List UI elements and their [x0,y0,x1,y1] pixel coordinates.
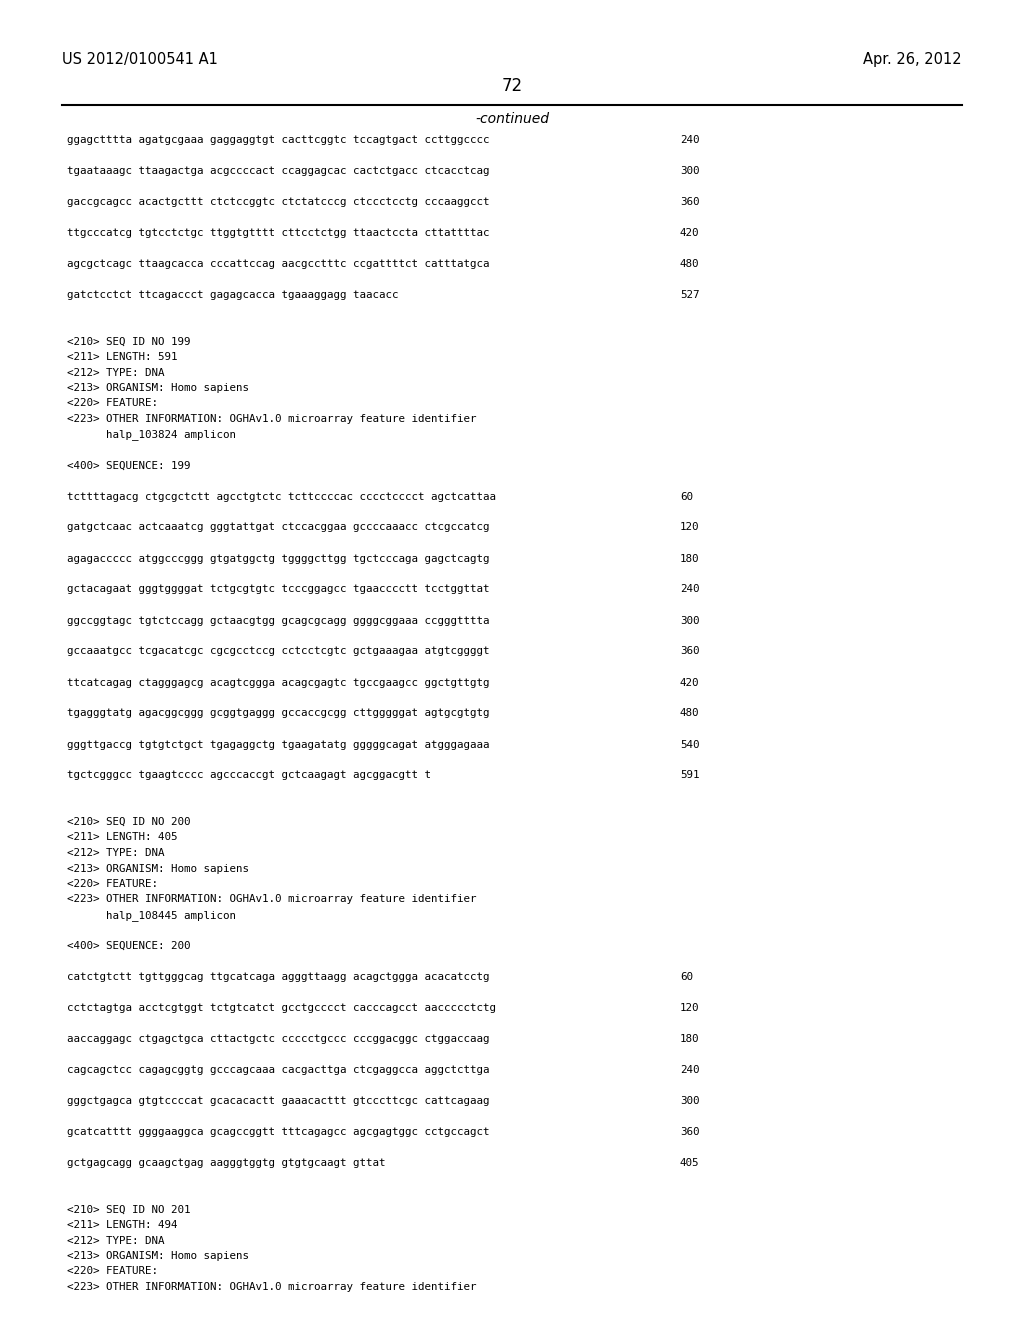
Text: 360: 360 [680,197,699,207]
Text: 540: 540 [680,739,699,750]
Text: <400> SEQUENCE: 199: <400> SEQUENCE: 199 [67,461,190,470]
Text: 405: 405 [680,1158,699,1168]
Text: <220> FEATURE:: <220> FEATURE: [67,879,158,888]
Text: <212> TYPE: DNA: <212> TYPE: DNA [67,847,165,858]
Text: US 2012/0100541 A1: US 2012/0100541 A1 [62,51,218,67]
Text: gggttgaccg tgtgtctgct tgagaggctg tgaagatatg gggggcagat atgggagaaa: gggttgaccg tgtgtctgct tgagaggctg tgaagat… [67,739,489,750]
Text: 180: 180 [680,553,699,564]
Text: <211> LENGTH: 405: <211> LENGTH: 405 [67,833,177,842]
Text: agcgctcagc ttaagcacca cccattccag aacgcctttc ccgattttct catttatgca: agcgctcagc ttaagcacca cccattccag aacgcct… [67,259,489,269]
Text: <210> SEQ ID NO 200: <210> SEQ ID NO 200 [67,817,190,828]
Text: 360: 360 [680,1127,699,1137]
Text: 480: 480 [680,259,699,269]
Text: <213> ORGANISM: Homo sapiens: <213> ORGANISM: Homo sapiens [67,383,249,393]
Text: <400> SEQUENCE: 200: <400> SEQUENCE: 200 [67,941,190,950]
Text: halp_103824 amplicon: halp_103824 amplicon [67,429,236,441]
Text: 180: 180 [680,1034,699,1044]
Text: -continued: -continued [475,112,549,125]
Text: gctacagaat gggtggggat tctgcgtgtc tcccggagcc tgaacccctt tcctggttat: gctacagaat gggtggggat tctgcgtgtc tcccgga… [67,585,489,594]
Text: <220> FEATURE:: <220> FEATURE: [67,399,158,408]
Text: <223> OTHER INFORMATION: OGHAv1.0 microarray feature identifier: <223> OTHER INFORMATION: OGHAv1.0 microa… [67,414,476,424]
Text: 120: 120 [680,523,699,532]
Text: 240: 240 [680,1065,699,1074]
Text: halp_108445 amplicon: halp_108445 amplicon [67,909,236,921]
Text: tcttttagacg ctgcgctctt agcctgtctc tcttccccac cccctcccct agctcattaa: tcttttagacg ctgcgctctt agcctgtctc tcttcc… [67,491,496,502]
Text: Apr. 26, 2012: Apr. 26, 2012 [863,51,962,67]
Text: <210> SEQ ID NO 199: <210> SEQ ID NO 199 [67,337,190,346]
Text: 420: 420 [680,677,699,688]
Text: 240: 240 [680,135,699,145]
Text: 72: 72 [502,77,522,95]
Text: <211> LENGTH: 591: <211> LENGTH: 591 [67,352,177,362]
Text: gctgagcagg gcaagctgag aagggtggtg gtgtgcaagt gttat: gctgagcagg gcaagctgag aagggtggtg gtgtgca… [67,1158,385,1168]
Text: <210> SEQ ID NO 201: <210> SEQ ID NO 201 [67,1204,190,1214]
Text: 591: 591 [680,771,699,780]
Text: catctgtctt tgttgggcag ttgcatcaga agggttaagg acagctggga acacatcctg: catctgtctt tgttgggcag ttgcatcaga agggtta… [67,972,489,982]
Text: aaccaggagc ctgagctgca cttactgctc ccccctgccc cccggacggc ctggaccaag: aaccaggagc ctgagctgca cttactgctc ccccctg… [67,1034,489,1044]
Text: 420: 420 [680,228,699,238]
Text: 300: 300 [680,615,699,626]
Text: gggctgagca gtgtccccat gcacacactt gaaacacttt gtcccttcgc cattcagaag: gggctgagca gtgtccccat gcacacactt gaaacac… [67,1096,489,1106]
Text: ttcatcagag ctagggagcg acagtcggga acagcgagtc tgccgaagcc ggctgttgtg: ttcatcagag ctagggagcg acagtcggga acagcga… [67,677,489,688]
Text: tgaataaagc ttaagactga acgccccact ccaggagcac cactctgacc ctcacctcag: tgaataaagc ttaagactga acgccccact ccaggag… [67,166,489,176]
Text: 480: 480 [680,709,699,718]
Text: <213> ORGANISM: Homo sapiens: <213> ORGANISM: Homo sapiens [67,863,249,874]
Text: 360: 360 [680,647,699,656]
Text: gatctcctct ttcagaccct gagagcacca tgaaaggagg taacacc: gatctcctct ttcagaccct gagagcacca tgaaagg… [67,290,398,300]
Text: 240: 240 [680,585,699,594]
Text: gaccgcagcc acactgcttt ctctccggtc ctctatcccg ctccctcctg cccaaggcct: gaccgcagcc acactgcttt ctctccggtc ctctatc… [67,197,489,207]
Text: <223> OTHER INFORMATION: OGHAv1.0 microarray feature identifier: <223> OTHER INFORMATION: OGHAv1.0 microa… [67,1282,476,1292]
Text: cctctagtga acctcgtggt tctgtcatct gcctgcccct cacccagcct aaccccctctg: cctctagtga acctcgtggt tctgtcatct gcctgcc… [67,1003,496,1012]
Text: cagcagctcc cagagcggtg gcccagcaaa cacgacttga ctcgaggcca aggctcttga: cagcagctcc cagagcggtg gcccagcaaa cacgact… [67,1065,489,1074]
Text: <212> TYPE: DNA: <212> TYPE: DNA [67,367,165,378]
Text: ttgcccatcg tgtcctctgc ttggtgtttt cttcctctgg ttaactccta cttattttac: ttgcccatcg tgtcctctgc ttggtgtttt cttcctc… [67,228,489,238]
Text: gccaaatgcc tcgacatcgc cgcgcctccg cctcctcgtc gctgaaagaa atgtcggggt: gccaaatgcc tcgacatcgc cgcgcctccg cctcctc… [67,647,489,656]
Text: 300: 300 [680,1096,699,1106]
Text: 60: 60 [680,491,693,502]
Text: 120: 120 [680,1003,699,1012]
Text: gatgctcaac actcaaatcg gggtattgat ctccacggaa gccccaaacc ctcgccatcg: gatgctcaac actcaaatcg gggtattgat ctccacg… [67,523,489,532]
Text: <223> OTHER INFORMATION: OGHAv1.0 microarray feature identifier: <223> OTHER INFORMATION: OGHAv1.0 microa… [67,895,476,904]
Text: tgctcgggcc tgaagtcccc agcccaccgt gctcaagagt agcggacgtt t: tgctcgggcc tgaagtcccc agcccaccgt gctcaag… [67,771,431,780]
Text: ggccggtagc tgtctccagg gctaacgtgg gcagcgcagg ggggcggaaa ccgggtttta: ggccggtagc tgtctccagg gctaacgtgg gcagcgc… [67,615,489,626]
Text: <212> TYPE: DNA: <212> TYPE: DNA [67,1236,165,1246]
Text: 300: 300 [680,166,699,176]
Text: gcatcatttt ggggaaggca gcagccggtt tttcagagcc agcgagtggc cctgccagct: gcatcatttt ggggaaggca gcagccggtt tttcaga… [67,1127,489,1137]
Text: <213> ORGANISM: Homo sapiens: <213> ORGANISM: Homo sapiens [67,1251,249,1261]
Text: agagaccccc atggcccggg gtgatggctg tggggcttgg tgctcccaga gagctcagtg: agagaccccc atggcccggg gtgatggctg tggggct… [67,553,489,564]
Text: <211> LENGTH: 494: <211> LENGTH: 494 [67,1220,177,1230]
Text: 60: 60 [680,972,693,982]
Text: <220> FEATURE:: <220> FEATURE: [67,1266,158,1276]
Text: 527: 527 [680,290,699,300]
Text: ggagctttta agatgcgaaa gaggaggtgt cacttcggtc tccagtgact ccttggcccc: ggagctttta agatgcgaaa gaggaggtgt cacttcg… [67,135,489,145]
Text: tgagggtatg agacggcggg gcggtgaggg gccaccgcgg cttgggggat agtgcgtgtg: tgagggtatg agacggcggg gcggtgaggg gccaccg… [67,709,489,718]
